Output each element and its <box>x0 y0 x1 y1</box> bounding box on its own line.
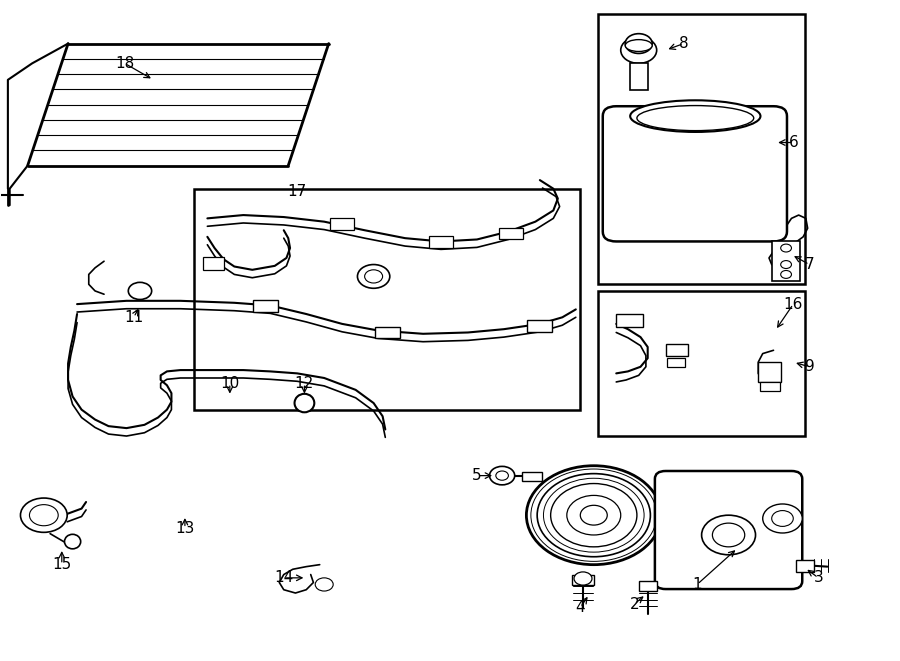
Bar <box>760 382 779 391</box>
Bar <box>572 574 594 585</box>
Ellipse shape <box>637 106 753 131</box>
Bar <box>668 358 686 368</box>
Text: 11: 11 <box>124 310 143 325</box>
Circle shape <box>551 484 637 547</box>
Ellipse shape <box>626 40 652 52</box>
Circle shape <box>526 466 662 564</box>
Ellipse shape <box>294 394 314 412</box>
Text: 17: 17 <box>288 184 307 200</box>
Circle shape <box>762 504 802 533</box>
Bar <box>253 300 278 312</box>
Circle shape <box>315 578 333 591</box>
Bar <box>598 291 805 436</box>
Circle shape <box>626 34 652 54</box>
Bar <box>616 314 643 327</box>
Bar <box>374 327 400 338</box>
Text: 6: 6 <box>788 135 798 150</box>
Bar <box>639 581 657 591</box>
Text: 4: 4 <box>575 600 585 615</box>
Circle shape <box>567 495 621 535</box>
Circle shape <box>780 244 791 252</box>
Text: 1: 1 <box>692 577 702 592</box>
Bar <box>500 227 523 239</box>
Bar <box>630 63 648 90</box>
Text: 3: 3 <box>814 570 824 586</box>
Circle shape <box>490 467 515 485</box>
Circle shape <box>496 471 508 481</box>
Bar <box>758 362 780 382</box>
Circle shape <box>357 264 390 288</box>
Text: 16: 16 <box>784 297 803 311</box>
Circle shape <box>780 260 791 268</box>
Text: 15: 15 <box>52 557 71 572</box>
Bar <box>194 188 580 410</box>
Bar <box>522 472 542 481</box>
Bar <box>796 560 814 572</box>
Circle shape <box>30 504 58 525</box>
Circle shape <box>621 37 657 63</box>
Bar <box>771 241 800 281</box>
Circle shape <box>780 270 791 278</box>
Bar <box>202 256 224 270</box>
Circle shape <box>129 282 152 299</box>
Bar <box>666 344 688 356</box>
Text: 18: 18 <box>115 56 134 71</box>
Text: 7: 7 <box>805 257 814 272</box>
Bar <box>330 218 354 230</box>
Bar <box>429 236 453 248</box>
Text: 8: 8 <box>679 36 688 51</box>
Ellipse shape <box>630 100 760 132</box>
Text: 12: 12 <box>295 375 314 391</box>
FancyBboxPatch shape <box>655 471 802 589</box>
Circle shape <box>702 515 755 555</box>
Text: 2: 2 <box>629 597 639 611</box>
Circle shape <box>713 523 744 547</box>
Circle shape <box>21 498 68 532</box>
Bar <box>527 320 553 332</box>
Text: 13: 13 <box>176 521 194 536</box>
Bar <box>598 14 805 284</box>
Text: 9: 9 <box>805 360 814 374</box>
Circle shape <box>574 572 592 585</box>
Text: 14: 14 <box>274 570 293 586</box>
Circle shape <box>537 474 651 557</box>
Ellipse shape <box>65 534 81 549</box>
Circle shape <box>580 505 608 525</box>
FancyBboxPatch shape <box>603 106 787 241</box>
Text: 10: 10 <box>220 375 239 391</box>
Circle shape <box>364 270 382 283</box>
Text: 5: 5 <box>472 468 482 483</box>
Circle shape <box>771 510 793 526</box>
